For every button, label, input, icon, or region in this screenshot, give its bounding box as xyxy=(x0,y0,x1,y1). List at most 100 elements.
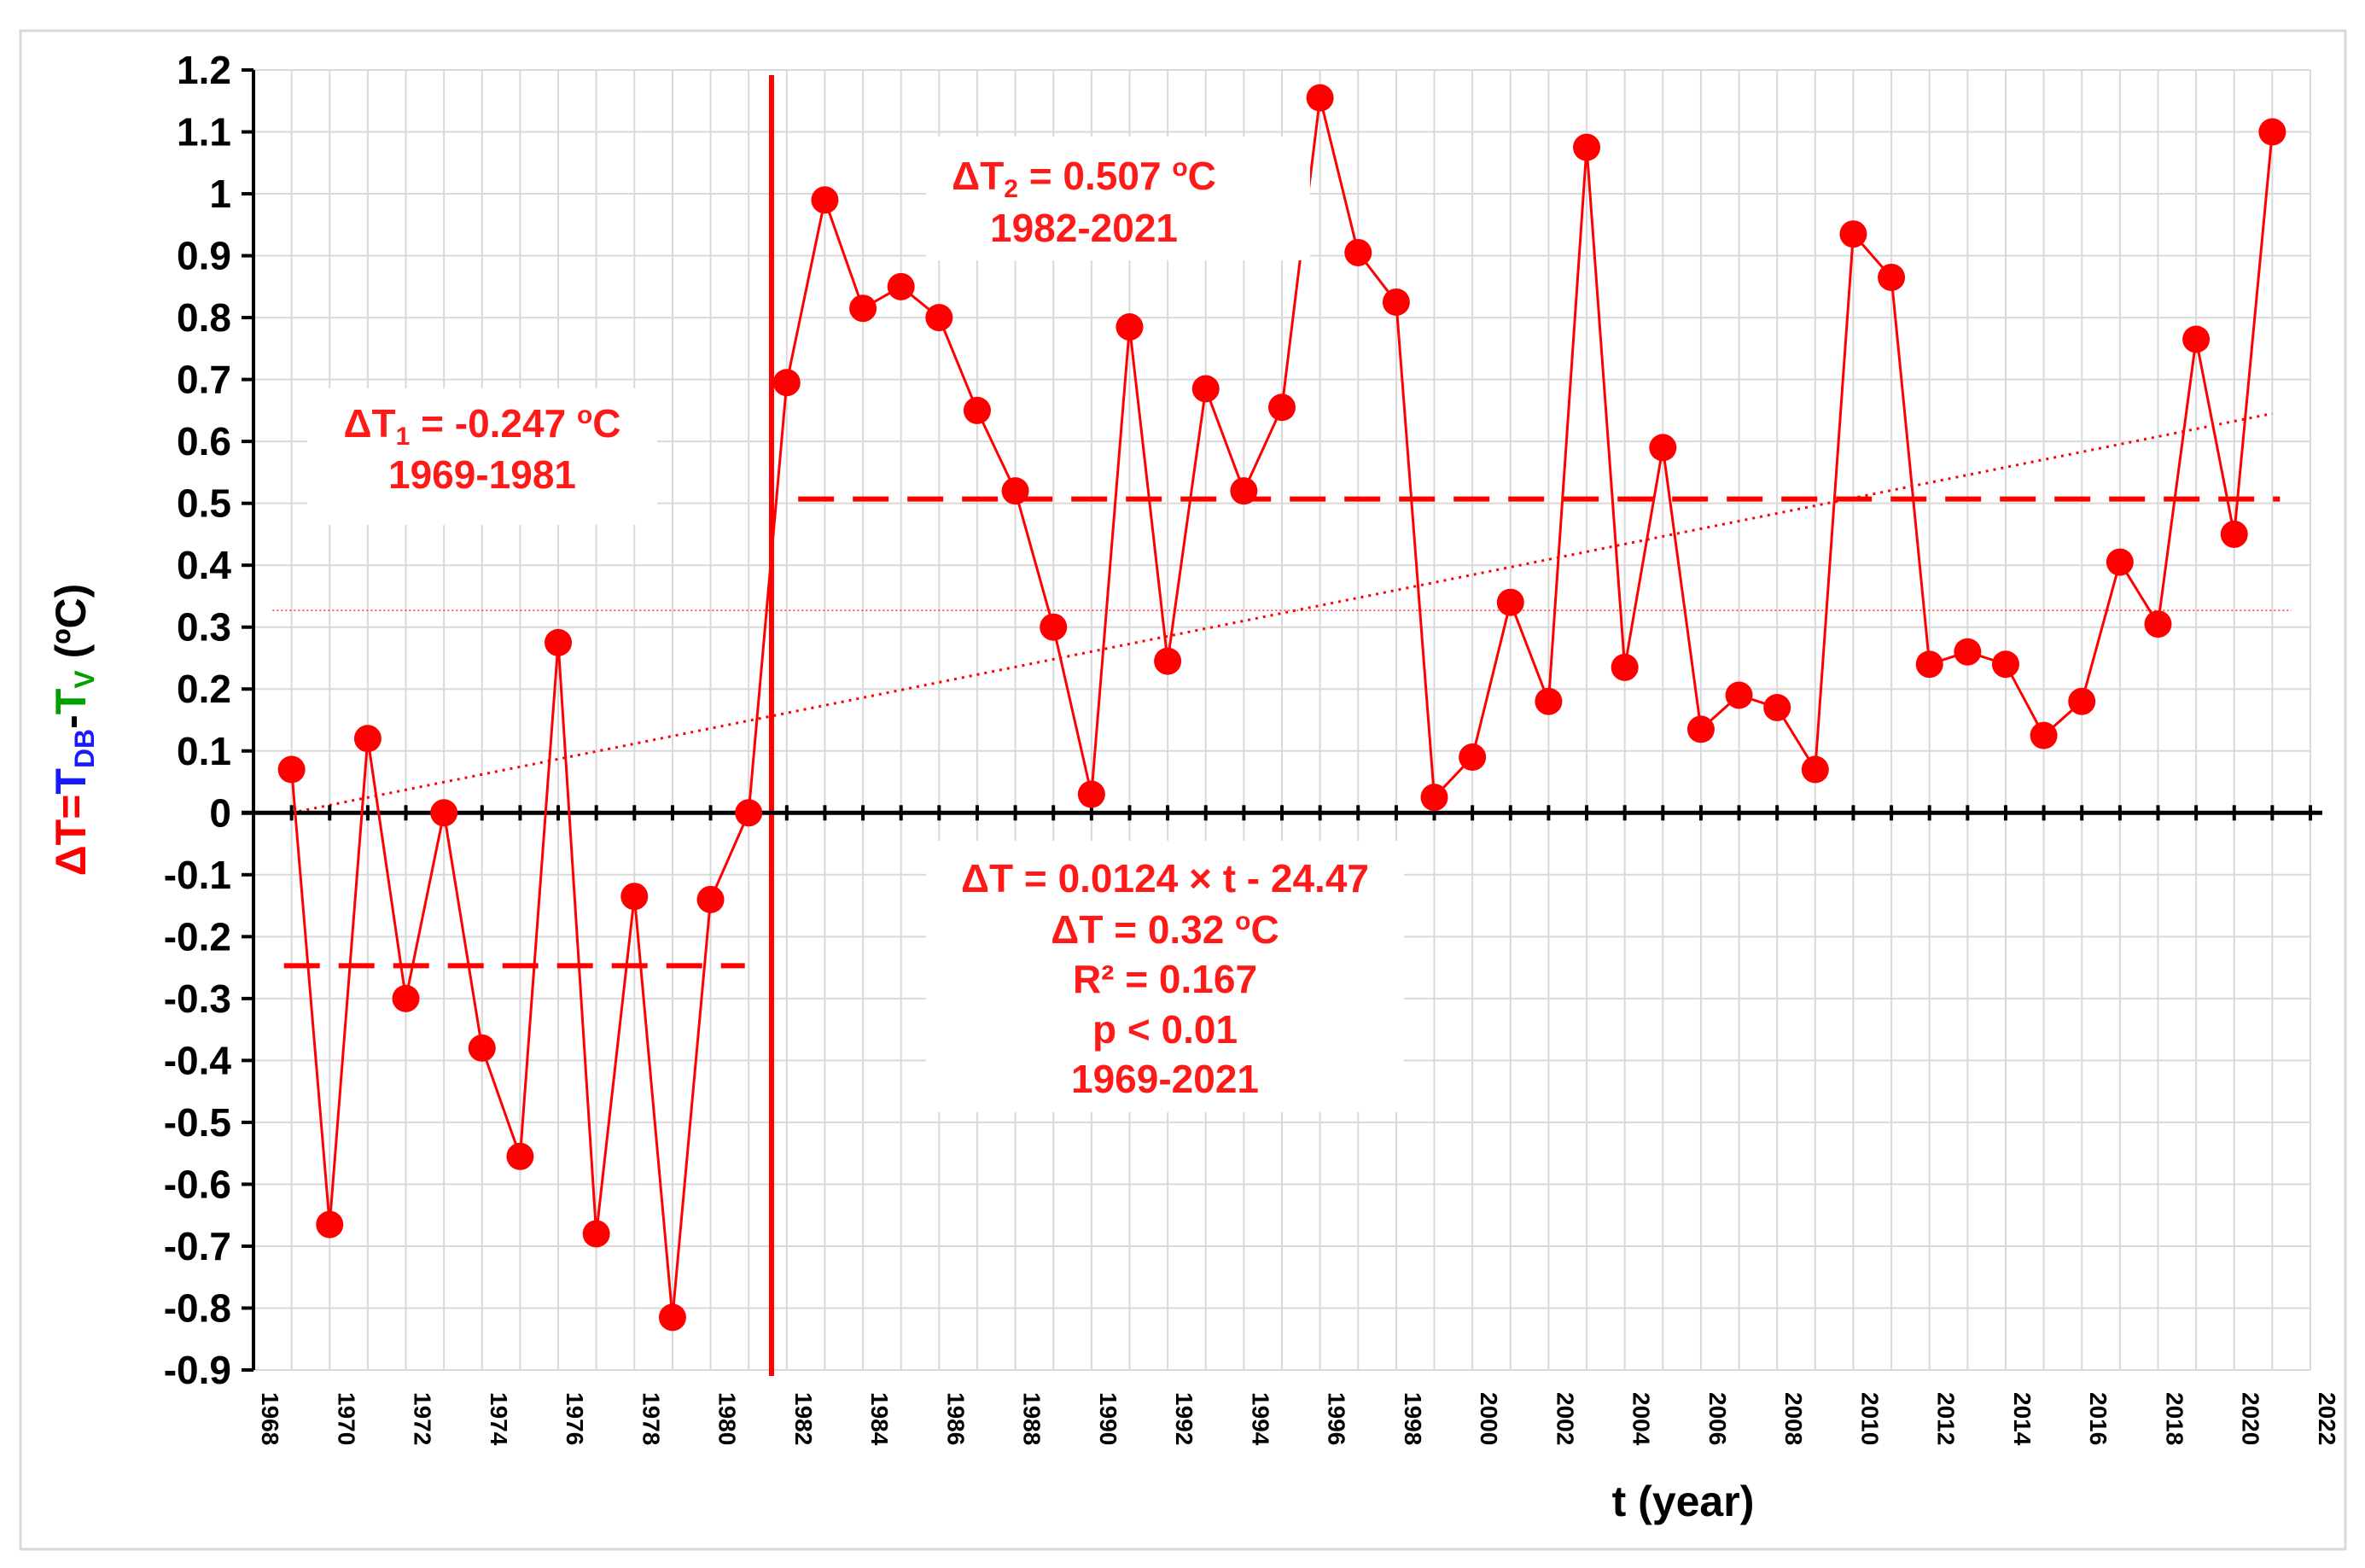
reference-lines xyxy=(272,75,2292,1376)
data-point-1978 xyxy=(620,883,649,911)
data-point-1998 xyxy=(1382,288,1410,316)
x-tick-label: 2006 xyxy=(1704,1392,1731,1445)
data-point-2014 xyxy=(1991,650,2019,679)
y-tick-label: 0.1 xyxy=(177,729,231,773)
data-point-2010 xyxy=(1839,220,1867,248)
x-tick-label: 2002 xyxy=(1552,1392,1578,1445)
x-tick-label: 1974 xyxy=(486,1392,512,1446)
y-tick-label: 1.2 xyxy=(177,48,231,92)
x-tick-label: 2018 xyxy=(2161,1392,2187,1445)
y-tick-label: 1 xyxy=(209,172,231,216)
y-tick-label: -0.4 xyxy=(164,1038,232,1082)
y-tick-label: -0.5 xyxy=(164,1100,231,1145)
data-point-2006 xyxy=(1686,715,1715,743)
data-point-1972 xyxy=(392,984,420,1012)
y-tick-label: 0.4 xyxy=(177,543,231,587)
svg-text:ΔT2 = 0.507 oC: ΔT2 = 0.507 oC xyxy=(952,154,1216,203)
data-point-2013 xyxy=(1954,638,1982,666)
svg-text:ΔT = 0.32 oC: ΔT = 0.32 oC xyxy=(1051,907,1279,952)
x-tick-label: 1984 xyxy=(866,1392,893,1446)
data-point-1977 xyxy=(582,1220,610,1248)
x-axis-label: t (year) xyxy=(1612,1478,1755,1525)
y-axis-label: ΔT=TDB-TV (ºC) xyxy=(47,584,100,877)
svg-text:1982-2021: 1982-2021 xyxy=(990,206,1178,250)
x-tick-label: 1972 xyxy=(410,1392,436,1445)
svg-text:R² = 0.167: R² = 0.167 xyxy=(1073,957,1257,1001)
svg-text:1969-1981: 1969-1981 xyxy=(388,452,576,497)
data-point-1979 xyxy=(658,1303,686,1332)
y-tick-label: 0.5 xyxy=(177,481,231,526)
x-tick-label: 2016 xyxy=(2085,1392,2112,1445)
data-point-1969 xyxy=(277,755,306,784)
data-point-2005 xyxy=(1649,434,1677,462)
data-point-2012 xyxy=(1915,650,1943,679)
annotation-trend: ΔT = 0.0124 × t - 24.47 ΔT = 0.32 oC R² … xyxy=(926,841,1404,1112)
data-point-2008 xyxy=(1763,693,1791,721)
y-tick-label: 0.3 xyxy=(177,605,231,650)
x-tick-label: 1978 xyxy=(638,1392,664,1445)
trend-line xyxy=(291,412,2273,814)
data-point-2015 xyxy=(2030,721,2058,749)
data-point-2007 xyxy=(1725,681,1753,709)
data-point-2016 xyxy=(2068,687,2096,715)
data-point-1976 xyxy=(545,628,573,656)
data-point-1982 xyxy=(772,369,801,397)
x-tick-label: 1990 xyxy=(1095,1392,1121,1445)
x-tick-label: 1986 xyxy=(942,1392,969,1445)
data-point-2019 xyxy=(2182,325,2211,353)
data-point-1995 xyxy=(1268,393,1296,422)
x-tick-label: 2000 xyxy=(1476,1392,1502,1445)
x-tick-label: 2020 xyxy=(2238,1392,2264,1445)
data-point-1991 xyxy=(1116,312,1144,341)
x-tick-label: 1992 xyxy=(1171,1392,1197,1445)
chart-frame xyxy=(19,29,2347,1551)
data-point-1999 xyxy=(1420,784,1448,812)
x-tick-label: 1996 xyxy=(1324,1392,1350,1445)
data-point-2017 xyxy=(2106,548,2134,576)
y-tick-label: -0.9 xyxy=(164,1348,231,1392)
y-tick-label: 0.7 xyxy=(177,358,231,402)
annotation-dt1: ΔT1 = -0.247 oC 1969-1981 xyxy=(307,388,657,525)
data-point-1986 xyxy=(925,304,953,332)
y-tick-label: -0.3 xyxy=(164,976,231,1021)
y-tick-labels: -0.9 -0.8 -0.7 -0.6 -0.5 -0.4 -0.3 -0.2 -0.1 0 0.1… xyxy=(164,48,232,1392)
y-tick-label: -0.8 xyxy=(164,1285,231,1330)
data-point-1980 xyxy=(696,885,725,913)
data-point-1997 xyxy=(1344,238,1372,266)
data-point-1989 xyxy=(1040,613,1068,641)
axes xyxy=(242,68,2322,1372)
x-tick-label: 2004 xyxy=(1628,1392,1655,1446)
svg-text:p < 0.01: p < 0.01 xyxy=(1092,1007,1238,1052)
x-tick-label: 2014 xyxy=(2009,1392,2036,1446)
data-point-1996 xyxy=(1306,84,1334,112)
data-point-1971 xyxy=(353,725,382,753)
x-tick-label: 1982 xyxy=(790,1392,817,1445)
svg-text:1969-2021: 1969-2021 xyxy=(1071,1057,1259,1101)
data-point-1973 xyxy=(430,799,458,827)
data-point-1974 xyxy=(468,1034,496,1062)
data-point-2020 xyxy=(2220,520,2248,548)
y-tick-label: 0.9 xyxy=(177,234,231,278)
svg-text:ΔT1 = -0.247 oC: ΔT1 = -0.247 oC xyxy=(343,401,620,451)
x-tick-label: 1980 xyxy=(714,1392,741,1445)
y-tick-label: 0.8 xyxy=(177,295,231,340)
y-tick-label: -0.6 xyxy=(164,1162,231,1206)
data-point-1981 xyxy=(735,799,763,827)
x-tick-label: 1968 xyxy=(257,1392,283,1445)
x-tick-label: 2008 xyxy=(1780,1392,1807,1445)
x-tick-labels: 1968 1970 1972 1974 1976 1978 1980 1982 1984 1986… xyxy=(257,1392,2340,1446)
x-tick-label: 2022 xyxy=(2314,1392,2340,1445)
data-point-2004 xyxy=(1611,653,1639,681)
data-point-1994 xyxy=(1230,477,1258,505)
data-point-1990 xyxy=(1077,780,1105,808)
y-tick-label: 0 xyxy=(209,790,231,835)
data-point-1985 xyxy=(887,272,915,300)
data-point-2000 xyxy=(1459,743,1487,772)
y-tick-label: 0.6 xyxy=(177,419,231,463)
y-tick-label: 0.2 xyxy=(177,667,231,711)
data-point-2001 xyxy=(1496,588,1524,616)
y-tick-label: -0.7 xyxy=(164,1224,231,1268)
data-point-2021 xyxy=(2258,118,2286,146)
x-tick-label: 1994 xyxy=(1247,1392,1273,1446)
